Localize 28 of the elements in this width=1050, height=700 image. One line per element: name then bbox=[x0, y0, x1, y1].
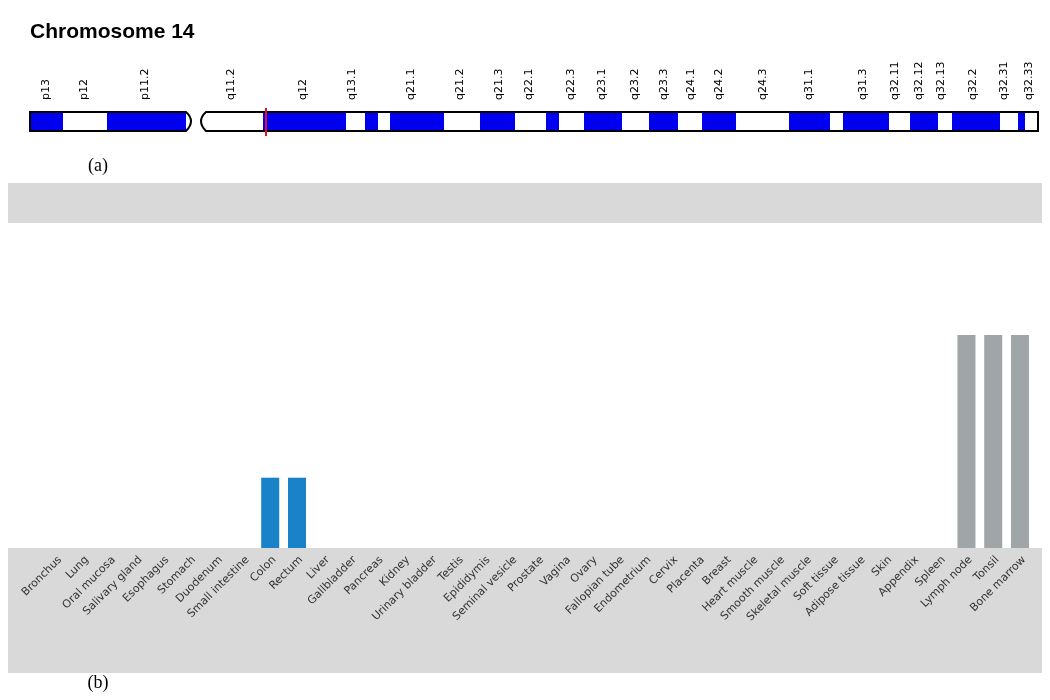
category-label: q23.2 bbox=[628, 68, 641, 100]
category-label: q32.13 bbox=[934, 61, 947, 100]
category-label: q12 bbox=[296, 79, 309, 100]
category-label: q32.12 bbox=[912, 61, 925, 100]
category-label: q23.3 bbox=[657, 68, 670, 100]
category-label: p12 bbox=[77, 79, 90, 100]
category-label: q21.2 bbox=[453, 68, 466, 100]
category-label: q23.1 bbox=[595, 68, 608, 100]
category-label: q24.1 bbox=[684, 68, 697, 100]
category-label: q22.3 bbox=[564, 68, 577, 100]
category-label: q31.1 bbox=[802, 68, 815, 100]
category-label: p13 bbox=[39, 79, 52, 100]
category-label: q32.31 bbox=[997, 61, 1010, 100]
category-label: q11.2 bbox=[224, 68, 237, 100]
category-label: q24.2 bbox=[712, 68, 725, 100]
category-label: q21.1 bbox=[404, 68, 417, 100]
category-label: q32.11 bbox=[888, 61, 901, 100]
category-label: q13.1 bbox=[345, 68, 358, 100]
category-label: q22.1 bbox=[522, 68, 535, 100]
category-label: p11.2 bbox=[138, 68, 151, 100]
category-label: q32.2 bbox=[966, 68, 979, 100]
text: (a) bbox=[88, 155, 108, 176]
category-label: q32.33 bbox=[1022, 61, 1035, 100]
text: Chromosome 14 bbox=[30, 19, 195, 42]
text: (b) bbox=[87, 672, 109, 693]
category-label: q31.3 bbox=[856, 68, 869, 100]
category-label: q24.3 bbox=[756, 68, 769, 100]
category-label: q21.3 bbox=[492, 68, 505, 100]
